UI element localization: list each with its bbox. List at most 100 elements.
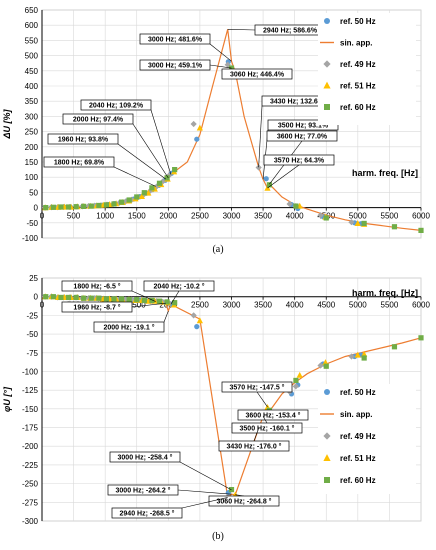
annotation-box: [221, 68, 293, 80]
data-point: [196, 317, 203, 324]
annotation-leader-line: [227, 28, 256, 31]
data-point: [391, 224, 398, 230]
x-tick-label: 4000: [286, 212, 304, 221]
data-point: [323, 215, 329, 221]
x-tick-label: 3500: [254, 301, 272, 310]
annotation-text: 3060 Hz; 446.4%: [230, 72, 285, 79]
y-tick-label: -175: [22, 424, 39, 433]
annotation-text: 3600 Hz; 77.0%: [277, 134, 328, 141]
data-point: [361, 220, 367, 227]
data-point: [164, 299, 170, 305]
legend-swatch: [323, 432, 331, 440]
x-tick-label: 1500: [128, 301, 146, 310]
annotation-text: 3060 Hz; -264.8 °: [217, 498, 272, 506]
data-point: [164, 175, 170, 181]
data-point: [156, 180, 163, 186]
data-point: [228, 65, 235, 71]
data-point: [255, 164, 262, 171]
data-point: [361, 350, 368, 357]
annotation-box: [111, 507, 183, 519]
annotation-box: [139, 33, 211, 45]
data-point: [43, 294, 49, 300]
annotation-text: 3000 Hz; 481.6%: [148, 37, 203, 44]
annotation-box: [139, 59, 211, 71]
data-point: [65, 294, 72, 301]
data-point: [190, 312, 197, 319]
data-point: [73, 294, 79, 301]
x-tick-label: 5000: [349, 212, 367, 221]
legend-label: ref. 50 Hz: [340, 388, 376, 397]
annotation-callout: 1960 Hz; 93.8%: [47, 133, 166, 180]
annotation-leader-line: [150, 109, 172, 175]
legend-swatch: [324, 477, 330, 483]
y-tick-label: -125: [22, 386, 39, 395]
legend-swatch: [324, 389, 330, 395]
annotation-box: [107, 484, 179, 496]
x-tick-label: 0: [40, 212, 45, 221]
data-point: [141, 297, 147, 304]
y-tick-label: 25: [29, 274, 38, 283]
data-point: [43, 205, 49, 211]
annotation-text: 2000 Hz; -19.1 °: [103, 324, 154, 332]
y-tick-label: 450: [25, 67, 39, 76]
annotation-callout: 3000 Hz; -258.4 °: [109, 451, 232, 491]
annotation-callout: 3060 Hz; 446.4%: [221, 68, 293, 80]
data-point: [141, 190, 147, 196]
annotation-text: 2040 Hz; 109.2%: [89, 103, 144, 110]
y-tick-label: 0: [34, 293, 39, 302]
annotation-leader-line: [253, 428, 259, 442]
chart-panel-1: 0500100015002000250030003500400045005000…: [2, 6, 430, 255]
y-tick-label: 300: [25, 112, 39, 121]
annotation-text: 3570 Hz; 64.3%: [274, 158, 325, 165]
x-tick-label: 5000: [349, 301, 367, 310]
annotation-leader-line: [181, 497, 228, 509]
data-point: [296, 371, 303, 378]
annotation-callout: 3570 Hz; 64.3%: [263, 154, 335, 189]
legend-swatch: [324, 18, 330, 24]
data-point: [266, 182, 272, 188]
annotation-callout: 3430 Hz; -176.0 °: [218, 428, 290, 452]
data-point: [50, 294, 56, 300]
annotation-text: 2040 Hz; -10.2 °: [153, 283, 204, 291]
data-point: [126, 197, 132, 203]
data-point: [418, 227, 424, 233]
x-tick-label: 2000: [159, 212, 177, 221]
chart-panel-2: 0500100015002000250030003500400045005000…: [2, 274, 430, 542]
annotation-box: [61, 280, 133, 292]
data-point: [194, 324, 200, 330]
data-point: [323, 363, 329, 369]
data-point: [85, 202, 92, 210]
legend-box: [318, 13, 416, 125]
data-point: [81, 203, 87, 209]
legend-label: ref. 60 Hz: [340, 476, 376, 485]
legend-label: ref. 51 Hz: [340, 82, 376, 91]
x-tick-label: 5500: [381, 301, 399, 310]
annotation-leader-line: [163, 310, 169, 323]
annotation-box: [266, 130, 338, 142]
annotation-text: 2940 Hz; 586.6%: [263, 28, 318, 35]
data-point: [156, 298, 163, 304]
x-tick-label: 3000: [223, 301, 241, 310]
data-point: [194, 136, 200, 142]
y-tick-label: -100: [22, 234, 39, 243]
data-point: [361, 355, 367, 361]
data-point: [103, 202, 110, 208]
annotation-callout: 1800 Hz; -6.5 °: [61, 280, 156, 302]
data-point: [354, 220, 361, 227]
y-tick-label: -250: [22, 480, 39, 489]
data-point: [348, 219, 355, 226]
x-tick-label: 4000: [286, 301, 304, 310]
data-point: [322, 359, 329, 366]
y-tick-label: -225: [22, 461, 39, 470]
annotation-leader-line: [170, 290, 180, 305]
annotation-box: [62, 113, 134, 125]
data-point: [418, 335, 424, 341]
series-ref-60-hz: [43, 65, 424, 233]
data-point: [111, 201, 117, 207]
legend-label: ref. 60 Hz: [340, 103, 376, 112]
y-tick-label: 0: [34, 204, 39, 213]
legend-box: [318, 384, 416, 494]
legend-label: ref. 49 Hz: [340, 60, 376, 69]
data-point: [134, 297, 140, 303]
legend-swatch: [323, 60, 331, 68]
